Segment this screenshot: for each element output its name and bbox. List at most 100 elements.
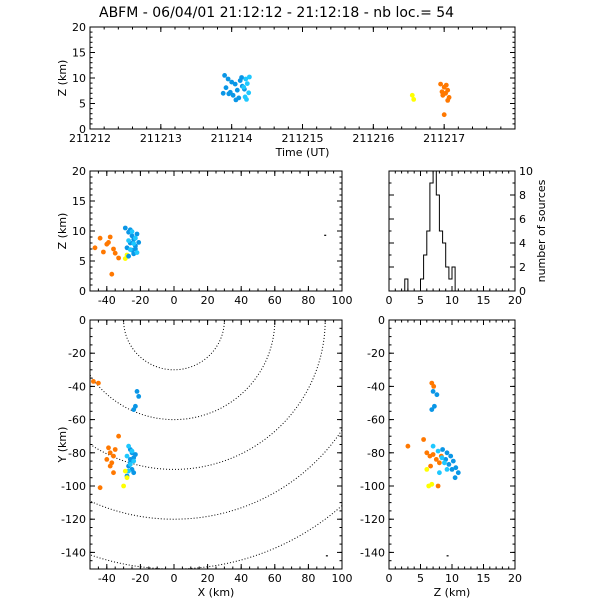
data-point-cyan: [129, 448, 135, 454]
panel-x-y: -40 -20 0 20 40 60 80 100 -140 -120 -100 -80 -60 -40 -…: [56, 314, 353, 599]
y-tick-label: 5: [79, 255, 86, 268]
x-tick-label: 100: [332, 294, 353, 307]
histogram-bar: [433, 171, 436, 291]
data-point-cyan: [124, 453, 130, 459]
y-tick-label: -120: [61, 513, 86, 526]
y-tick-label: -40: [68, 380, 86, 393]
y-tick-label: 8: [519, 189, 526, 202]
data-point-orange: [111, 470, 116, 476]
data-point-blue: [452, 475, 458, 481]
x-tick-label: 100: [332, 572, 353, 585]
panel-z-y: 0 5 10 15 20 -140 -120 -100 -80 -60 -40 -20 0 Z (km): [360, 314, 522, 599]
data-point-blue: [129, 233, 135, 239]
x-tick-label: -40: [98, 294, 116, 307]
data-point-orange: [439, 89, 445, 95]
x-tick-label: -20: [131, 294, 149, 307]
station-marker: [446, 555, 449, 557]
histogram-bar: [446, 267, 449, 291]
data-point-cyan: [134, 250, 140, 256]
x-tick-label: 40: [234, 294, 248, 307]
data-point-blue: [126, 253, 131, 259]
data-point-cyan: [127, 462, 133, 467]
data-point-yellow: [409, 92, 415, 98]
y-tick-label: 0: [79, 314, 86, 327]
data-point-yellow: [429, 481, 435, 487]
data-point-orange: [106, 445, 111, 451]
data-point-orange: [107, 234, 113, 240]
data-point-yellow: [122, 256, 128, 261]
data-point-cyan: [126, 238, 131, 244]
x-axis-label: Z (km): [434, 586, 471, 599]
data-point-orange: [111, 453, 116, 459]
y-tick-label: 10: [519, 165, 533, 178]
x-tick-label: 80: [301, 294, 315, 307]
x-tick-label: 211213: [140, 132, 182, 145]
data-point-orange: [435, 483, 441, 489]
data-point-blue: [220, 90, 226, 96]
data-point-orange: [424, 450, 430, 456]
data-point-orange: [91, 379, 96, 384]
x-axis-label: Time (UT): [275, 146, 330, 159]
data-point-cyan: [129, 229, 135, 235]
x-tick-label: 0: [171, 294, 178, 307]
data-point-orange: [109, 271, 115, 277]
data-point-orange: [431, 384, 437, 389]
data-point-cyan: [439, 455, 445, 461]
panel-x-z: -40 -20 0 20 40 60 80 100 0 5 10 15 20 Z (km): [56, 165, 353, 307]
histogram-bar: [427, 231, 430, 291]
data-point-yellow: [121, 483, 126, 489]
data-point-cyan: [430, 443, 436, 449]
y-axis-label: Z (km): [56, 60, 69, 97]
data-point-cyan: [244, 81, 250, 86]
data-point-orange: [405, 443, 411, 449]
x-tick-label: 15: [477, 294, 491, 307]
y-tick-label: -40: [367, 380, 385, 393]
data-point-cyan: [126, 443, 131, 449]
data-point-orange: [428, 463, 433, 469]
data-point-orange: [116, 255, 121, 261]
data-point-yellow: [124, 475, 130, 481]
y-tick-label: -140: [61, 546, 86, 559]
data-point-blue: [136, 240, 142, 245]
figure-title: ABFM - 06/04/01 21:12:12 - 21:12:18 - nb…: [99, 5, 454, 21]
data-point-cyan: [246, 90, 252, 96]
x-tick-label: 10: [445, 294, 459, 307]
data-point-yellow: [411, 97, 417, 102]
data-point-blue: [225, 76, 231, 82]
data-point-cyan: [244, 97, 249, 102]
station-marker: [324, 234, 327, 236]
x-tick-label: 211215: [282, 132, 324, 145]
data-point-blue: [134, 389, 140, 394]
data-point-cyan: [444, 467, 450, 472]
data-point-orange: [443, 82, 449, 88]
plot-frame: [89, 26, 516, 130]
data-point-blue: [133, 246, 138, 252]
data-point-blue: [223, 85, 229, 91]
data-point-blue: [446, 462, 452, 467]
y-tick-label: -80: [367, 447, 385, 460]
x-tick-label: 40: [234, 572, 248, 585]
y-tick-label: 10: [72, 225, 86, 238]
histogram-bar: [436, 195, 439, 291]
data-point-orange: [445, 98, 451, 103]
histogram-bar: [405, 279, 408, 291]
y-tick-label: 5: [79, 98, 86, 111]
data-point-blue: [229, 79, 235, 85]
data-point-orange: [101, 249, 106, 255]
station-marker: [325, 555, 328, 557]
data-point-cyan: [127, 247, 133, 253]
data-point-orange: [96, 380, 101, 386]
y-tick-label: 10: [72, 72, 86, 85]
data-point-blue: [222, 73, 228, 78]
data-point-cyan: [126, 468, 131, 474]
data-point-orange: [107, 463, 113, 469]
data-point-cyan: [131, 241, 137, 247]
y-axis-label: Y (km): [56, 427, 69, 464]
x-tick-label: 0: [386, 572, 393, 585]
x-tick-label: 211212: [69, 132, 111, 145]
data-point-orange: [111, 246, 116, 252]
y-tick-label: 2: [519, 261, 526, 274]
y-tick-label: 15: [72, 47, 86, 60]
y-tick-label: 0: [79, 285, 86, 298]
x-tick-label: 20: [508, 294, 522, 307]
